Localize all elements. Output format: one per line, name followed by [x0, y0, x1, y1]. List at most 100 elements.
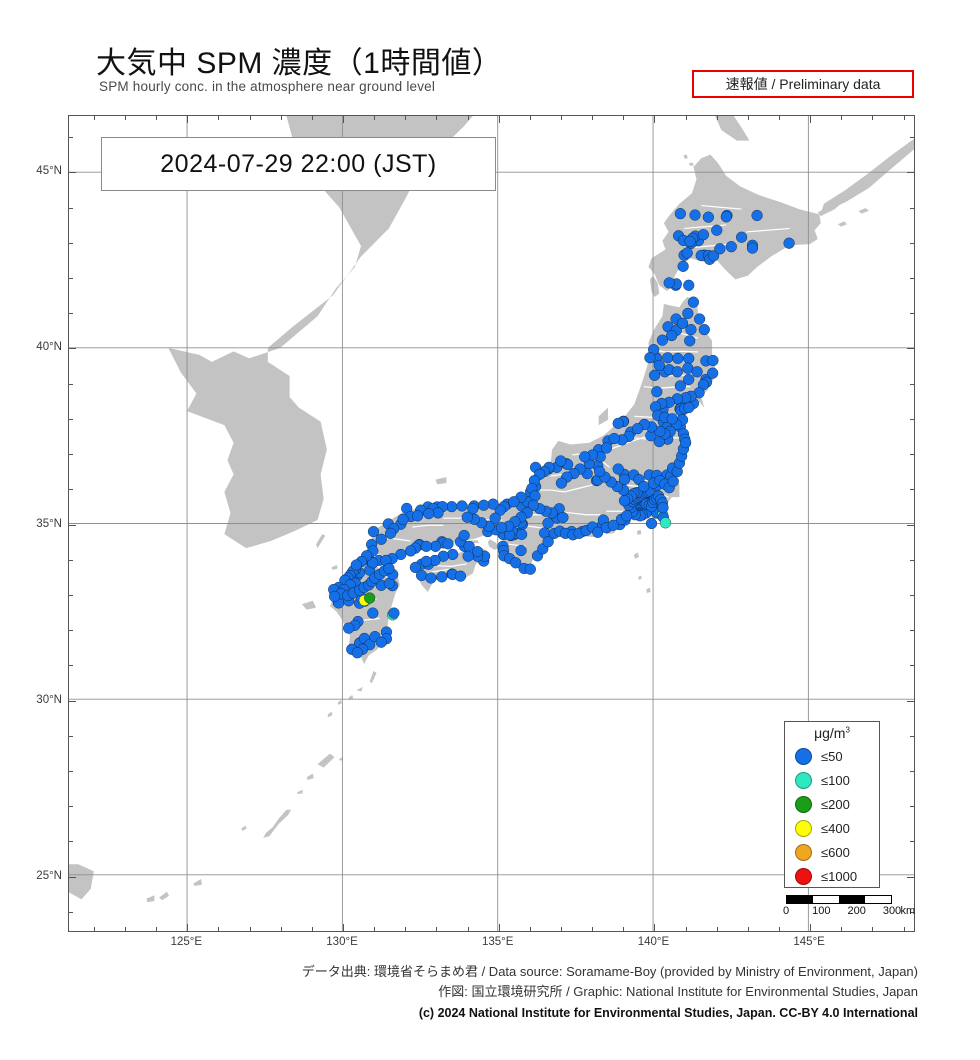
- land-ishigaki: [159, 891, 170, 901]
- station-point: [653, 359, 665, 371]
- y-tickmark-right: [910, 841, 914, 843]
- legend-item-4: ≤600: [785, 840, 879, 864]
- station-point: [656, 334, 668, 346]
- x-tickmark-bottom: [810, 924, 812, 931]
- x-tickmark-bottom: [311, 927, 313, 931]
- station-point: [508, 496, 520, 508]
- prefecture-border-32: [701, 204, 742, 210]
- station-point: [621, 510, 633, 522]
- station-point: [725, 241, 737, 253]
- station-point: [672, 352, 684, 364]
- station-point: [707, 367, 719, 379]
- station-point: [416, 569, 428, 582]
- station-point: [671, 366, 683, 378]
- land-tanega2: [348, 694, 354, 700]
- station-point: [674, 380, 686, 392]
- x-tickmark-bottom: [716, 927, 718, 931]
- prefecture-border-24: [427, 568, 450, 574]
- station-point: [645, 517, 658, 530]
- footer-data-source: データ出典: 環境省そらまめ君 / Data source: Soramame-…: [301, 964, 918, 979]
- legend-color-swatch: [795, 771, 812, 789]
- x-tickmark-bottom: [187, 924, 189, 931]
- legend-item-label: ≤50: [821, 748, 843, 764]
- y-tickmark-right: [910, 806, 914, 808]
- station-point: [542, 517, 554, 529]
- x-tickmark-top: [623, 116, 625, 120]
- station-point: [746, 242, 759, 254]
- land-izu4: [638, 575, 642, 580]
- map-canvas: [69, 116, 914, 931]
- station-points: [328, 208, 795, 659]
- station-point: [458, 529, 470, 542]
- station-point: [579, 451, 591, 463]
- legend-item-label: ≤600: [821, 844, 850, 860]
- land-iki: [331, 564, 338, 570]
- y-tickmark-left: [69, 524, 76, 526]
- y-tickmark-right: [910, 489, 914, 491]
- x-tickmark-top: [903, 116, 905, 120]
- station-point: [423, 508, 435, 520]
- y-tickmark-left: [69, 841, 73, 843]
- x-tickmark-top: [685, 116, 687, 120]
- station-point: [524, 563, 536, 575]
- station-point: [351, 647, 363, 659]
- station-point: [542, 536, 554, 548]
- x-tickmark-top: [343, 116, 345, 123]
- station-point: [736, 231, 748, 243]
- station-point: [329, 590, 341, 603]
- land-izu3: [646, 587, 651, 594]
- y-tickmark-right: [907, 700, 914, 702]
- station-point: [409, 561, 421, 573]
- y-tick-45: 45°N: [36, 165, 62, 178]
- land-mainland-asia: [69, 116, 473, 549]
- land-izu1: [636, 529, 642, 535]
- station-point: [420, 540, 432, 552]
- x-tickmark-top: [810, 116, 812, 123]
- x-tick-135: 135°E: [481, 936, 514, 948]
- y-tickmark-left: [69, 911, 73, 913]
- legend-unit-text: μg/m: [814, 725, 846, 741]
- x-tickmark-bottom: [374, 927, 376, 931]
- station-point: [420, 555, 432, 567]
- x-tickmark-bottom: [280, 927, 282, 931]
- x-tickmark-top: [187, 116, 189, 123]
- land-okinawa: [263, 809, 292, 838]
- station-point: [592, 526, 604, 538]
- station-point: [687, 296, 699, 308]
- land-tokara1: [327, 711, 333, 718]
- land-okinoerabu: [297, 789, 303, 795]
- y-tickmark-left: [69, 665, 73, 667]
- x-tickmark-top: [872, 116, 874, 120]
- legend-panel: μg/m3 ≤50 ≤100 ≤200 ≤400 ≤600 ≤1000: [784, 721, 880, 888]
- station-point: [462, 550, 474, 562]
- station-point: [471, 546, 484, 558]
- y-tickmark-right: [910, 665, 914, 667]
- station-point: [478, 499, 490, 511]
- station-point: [683, 373, 695, 386]
- y-tickmark-left: [69, 313, 73, 315]
- x-tickmark-bottom: [841, 927, 843, 931]
- y-tickmark-right: [907, 876, 914, 878]
- legend-unit-title: μg/m3: [785, 726, 879, 740]
- station-point: [659, 517, 672, 529]
- x-tick-145: 145°E: [793, 936, 825, 948]
- station-point: [674, 208, 686, 220]
- legend-item-label: ≤1000: [821, 868, 858, 884]
- station-point: [375, 533, 387, 545]
- station-point: [495, 522, 508, 534]
- x-tickmark-bottom: [623, 927, 625, 931]
- station-point: [708, 250, 720, 262]
- x-tickmark-top: [747, 116, 749, 120]
- scale-seg-3: [839, 896, 865, 903]
- scale-tick-0: 0: [782, 905, 790, 917]
- y-tickmark-left: [69, 172, 76, 174]
- status-badge: 速報値 / Preliminary data: [692, 70, 914, 98]
- land-yakushima: [356, 686, 363, 692]
- legend-item-0: ≤50: [785, 744, 879, 768]
- x-tickmark-bottom: [405, 927, 407, 931]
- y-tickmark-left: [69, 876, 76, 878]
- land-rebun: [683, 154, 688, 159]
- scale-tick-200: 200: [847, 905, 866, 917]
- y-tickmark-left: [69, 594, 73, 596]
- legend-item-3: ≤400: [785, 816, 879, 840]
